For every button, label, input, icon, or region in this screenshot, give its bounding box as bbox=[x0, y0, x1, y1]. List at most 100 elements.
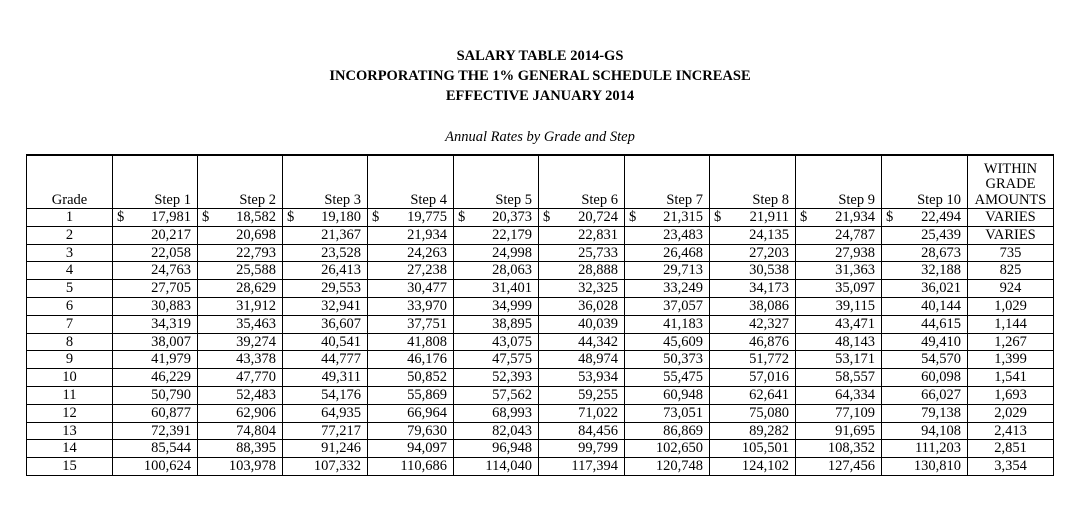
within-grade-cell: 3,354 bbox=[967, 457, 1054, 476]
salary-table-body: 1 $17,981 $18,582 $19,180 $19,775 $20,373 $20,… bbox=[26, 208, 1054, 476]
salary-cell: 71,022 bbox=[538, 403, 625, 423]
salary-cell: $18,582 bbox=[197, 208, 283, 227]
within-grade-cell: 2,029 bbox=[967, 403, 1054, 423]
within-grade-cell: VARIES bbox=[967, 208, 1054, 227]
salary-cell: 64,334 bbox=[795, 385, 882, 405]
salary-cell: 23,528 bbox=[282, 243, 368, 262]
salary-cell: 29,553 bbox=[282, 279, 368, 298]
grade-cell: 13 bbox=[26, 421, 113, 440]
salary-money-wrap: $19,775 bbox=[372, 209, 447, 225]
salary-amount: 21,934 bbox=[835, 209, 875, 225]
salary-cell: 28,888 bbox=[538, 261, 625, 280]
salary-cell: 94,097 bbox=[367, 439, 454, 458]
salary-cell: 84,456 bbox=[538, 421, 625, 440]
salary-cell: 108,352 bbox=[795, 439, 882, 458]
salary-cell: 21,367 bbox=[282, 225, 368, 245]
salary-cell: 77,109 bbox=[795, 403, 882, 423]
salary-cell: 46,229 bbox=[112, 368, 198, 387]
currency-symbol: $ bbox=[372, 209, 380, 225]
grade-cell: 12 bbox=[26, 403, 113, 423]
salary-cell: 124,102 bbox=[709, 457, 796, 476]
grade-cell: 9 bbox=[26, 350, 113, 369]
salary-amount: 20,373 bbox=[492, 209, 532, 225]
salary-cell: 30,538 bbox=[709, 261, 796, 280]
within-header-line: GRADE bbox=[985, 176, 1036, 192]
salary-cell: 51,772 bbox=[709, 350, 796, 369]
salary-money-wrap: $22,494 bbox=[886, 209, 961, 225]
salary-cell: 102,650 bbox=[624, 439, 710, 458]
salary-cell: 32,325 bbox=[538, 279, 625, 298]
salary-cell: 24,998 bbox=[453, 243, 539, 262]
salary-cell: 120,748 bbox=[624, 457, 710, 476]
currency-symbol: $ bbox=[202, 209, 210, 225]
salary-cell: 52,483 bbox=[197, 385, 283, 405]
salary-cell: 59,255 bbox=[538, 385, 625, 405]
salary-cell: 103,978 bbox=[197, 457, 283, 476]
within-grade-cell: 1,029 bbox=[967, 296, 1054, 316]
salary-cell: 37,057 bbox=[624, 296, 710, 316]
step-column-header: Step 4 bbox=[367, 154, 454, 209]
salary-cell: 25,733 bbox=[538, 243, 625, 262]
salary-cell: 54,176 bbox=[282, 385, 368, 405]
currency-symbol: $ bbox=[714, 209, 722, 225]
salary-cell: 25,588 bbox=[197, 261, 283, 280]
salary-cell: 57,016 bbox=[709, 368, 796, 387]
within-grade-cell: 1,693 bbox=[967, 385, 1054, 405]
salary-cell: 40,541 bbox=[282, 332, 368, 351]
salary-cell: 36,607 bbox=[282, 314, 368, 334]
salary-amount: 19,775 bbox=[407, 209, 447, 225]
salary-cell: 30,477 bbox=[367, 279, 454, 298]
salary-cell: 86,869 bbox=[624, 421, 710, 440]
salary-cell: 24,135 bbox=[709, 225, 796, 245]
salary-cell: 55,869 bbox=[367, 385, 454, 405]
grade-cell: 2 bbox=[26, 225, 113, 245]
within-header-line: WITHIN bbox=[983, 160, 1038, 177]
salary-cell: 31,912 bbox=[197, 296, 283, 316]
salary-amount: 21,315 bbox=[663, 209, 703, 225]
salary-cell: 33,970 bbox=[367, 296, 454, 316]
salary-cell: 94,108 bbox=[881, 421, 968, 440]
step-column-header: Step 6 bbox=[538, 154, 625, 209]
salary-cell: 26,413 bbox=[282, 261, 368, 280]
table-row: 10 46,229 47,770 49,311 50,852 52,393 53,934 55… bbox=[26, 368, 1054, 387]
salary-cell: 88,395 bbox=[197, 439, 283, 458]
salary-cell: 42,327 bbox=[709, 314, 796, 334]
salary-cell: 66,027 bbox=[881, 385, 968, 405]
salary-cell: 28,063 bbox=[453, 261, 539, 280]
grade-cell: 4 bbox=[26, 261, 113, 280]
salary-cell: 130,810 bbox=[881, 457, 968, 476]
salary-cell: 23,483 bbox=[624, 225, 710, 245]
grade-column-header: Grade bbox=[26, 154, 113, 209]
salary-cell: 111,203 bbox=[881, 439, 968, 458]
salary-cell: 37,751 bbox=[367, 314, 454, 334]
salary-cell: 117,394 bbox=[538, 457, 625, 476]
salary-money-wrap: $20,373 bbox=[458, 209, 532, 225]
salary-cell: 34,999 bbox=[453, 296, 539, 316]
salary-cell: $17,981 bbox=[112, 208, 198, 227]
step-column-header: Step 10 bbox=[881, 154, 968, 209]
table-row: 9 41,979 43,378 44,777 46,176 47,575 48,974 50,… bbox=[26, 350, 1054, 369]
salary-cell: 24,763 bbox=[112, 261, 198, 280]
salary-cell: 29,713 bbox=[624, 261, 710, 280]
salary-cell: 28,673 bbox=[881, 243, 968, 262]
salary-table: Grade Step 1 Step 2 Step 3 Step 4 Step 5… bbox=[26, 154, 1054, 476]
salary-cell: 27,938 bbox=[795, 243, 882, 262]
salary-cell: 91,246 bbox=[282, 439, 368, 458]
table-row: 11 50,790 52,483 54,176 55,869 57,562 59,255 60… bbox=[26, 385, 1054, 405]
salary-cell: 38,895 bbox=[453, 314, 539, 334]
salary-cell: $20,724 bbox=[538, 208, 625, 227]
salary-money-wrap: $18,582 bbox=[202, 209, 276, 225]
currency-symbol: $ bbox=[458, 209, 466, 225]
salary-cell: 62,641 bbox=[709, 385, 796, 405]
title-line-3: EFFECTIVE JANUARY 2014 bbox=[445, 88, 635, 104]
grade-cell: 11 bbox=[26, 385, 113, 405]
salary-cell: 55,475 bbox=[624, 368, 710, 387]
salary-cell: 27,203 bbox=[709, 243, 796, 262]
step-column-header: Step 5 bbox=[453, 154, 539, 209]
salary-cell: 58,557 bbox=[795, 368, 882, 387]
salary-cell: 32,188 bbox=[881, 261, 968, 280]
currency-symbol: $ bbox=[886, 209, 894, 225]
salary-cell: $21,315 bbox=[624, 208, 710, 227]
salary-cell: 43,075 bbox=[453, 332, 539, 351]
salary-cell: 31,401 bbox=[453, 279, 539, 298]
